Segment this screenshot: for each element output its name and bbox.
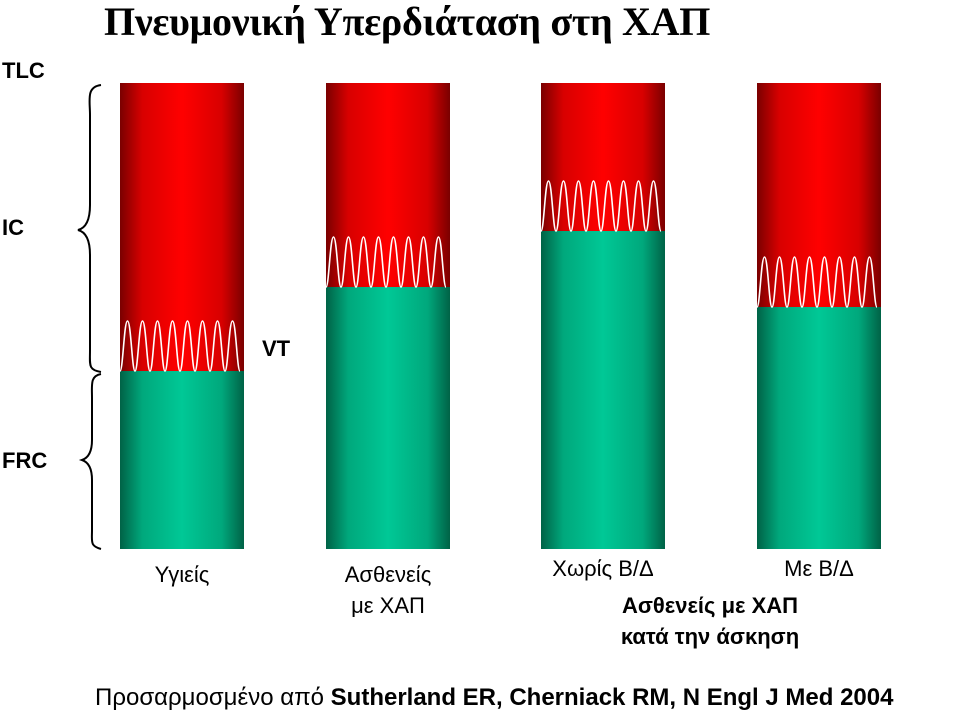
exercise-no-bd-tidal-wave	[540, 180, 662, 232]
copd-label-line1: Ασθενείς	[344, 562, 432, 587]
healthy-ic-bar	[120, 83, 244, 371]
exercise-with-bd-tidal-wave	[756, 256, 878, 308]
exercise-with-bd-ic-bar	[757, 83, 881, 307]
citation-reference: Sutherland ER, Cherniack RM, N Engl J Me…	[330, 684, 894, 711]
vt-label: VT	[262, 336, 291, 361]
exercise-label-line1: Ασθενείς με ΧΑΠ	[621, 593, 799, 618]
without-bd-label: Χωρίς Β/Δ	[552, 556, 654, 581]
exercise-with-bd-frc-bar	[757, 307, 881, 549]
citation-prefix: Προσαρμοσμένο από	[95, 684, 331, 711]
exercise-no-bd-frc-bar	[541, 231, 665, 549]
healthy-frc-bar	[120, 371, 244, 549]
copd-tidal-wave	[325, 236, 447, 288]
copd-frc-bar	[326, 287, 450, 549]
with-bd-label: Με Β/Δ	[784, 556, 854, 581]
tlc-label: TLC	[2, 58, 45, 83]
healthy-label: Υγιείς	[154, 562, 210, 587]
page-title: Πνευμονική Υπερδιάταση στη ΧΑΠ	[104, 0, 711, 44]
copd-ic-bar	[326, 83, 450, 287]
frc-label: FRC	[2, 448, 48, 473]
exercise-label-line2: κατά την άσκηση	[620, 624, 800, 649]
healthy-tidal-wave	[119, 320, 241, 372]
ic-brace	[77, 84, 102, 373]
exercise-no-bd-ic-bar	[541, 83, 665, 231]
ic-label: IC	[2, 215, 24, 240]
frc-brace	[78, 373, 102, 550]
copd-label-line2: με ΧΑΠ	[351, 593, 425, 618]
source-citation: Προσαρμοσμένο από Sutherland ER, Chernia…	[95, 684, 893, 712]
